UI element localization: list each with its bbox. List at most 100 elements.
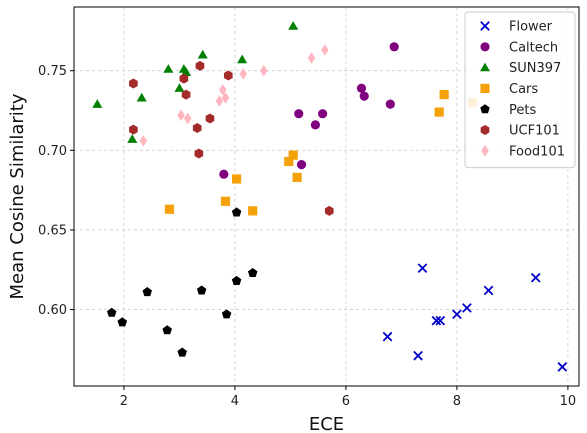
sun397-legend-marker (479, 62, 491, 72)
cars-point (248, 206, 258, 216)
caltech-point (389, 42, 399, 52)
food101-point (321, 44, 329, 56)
flower-legend-marker (480, 21, 490, 31)
food101-point (239, 68, 248, 80)
sun397-point (92, 99, 103, 108)
ucf101-point (192, 123, 202, 134)
x-tick-label: 2 (120, 394, 128, 409)
sun397-point (174, 83, 185, 92)
caltech-point (294, 109, 304, 119)
caltech-point (296, 160, 307, 170)
axis-ticks: 2 4 6 8 10 0.60 0.65 0.70 0.75 (38, 64, 576, 409)
series-sun397 (92, 21, 299, 143)
legend-entry-sun397: SUN397 (479, 61, 561, 76)
food101-point (139, 134, 148, 147)
flower-point (435, 315, 446, 326)
flower-point (382, 331, 393, 342)
ucf101-point (179, 73, 189, 84)
pets-legend-marker (480, 104, 490, 114)
sun397-point (197, 49, 208, 59)
y-tick-label: 0.75 (38, 64, 67, 79)
flower-point (417, 263, 428, 273)
caltech-point (359, 91, 369, 101)
ucf101-point (205, 113, 215, 124)
caltech-point (385, 99, 395, 109)
x-axis-title: ECE (309, 414, 344, 433)
caltech-point (219, 169, 229, 179)
sun397-point (163, 64, 174, 73)
legend-label: SUN397 (509, 61, 561, 76)
cars-point (220, 196, 231, 206)
cars-point (164, 204, 175, 214)
legend-label: Pets (509, 103, 536, 118)
food101-point (307, 52, 316, 64)
cars-point (434, 107, 444, 117)
food101-point (221, 91, 230, 104)
pets-point (162, 325, 172, 335)
plot-frame (73, 6, 580, 387)
pets-point (231, 207, 242, 217)
cars-point (284, 156, 294, 167)
legend: Flower Caltech SUN397 Cars Pets UCF101 Food101 (464, 11, 576, 169)
pets-point (106, 307, 117, 317)
legend-entry-caltech: Caltech (480, 40, 558, 55)
legend-label: Flower (509, 20, 553, 35)
x-tick-label: 6 (342, 394, 350, 409)
flower-point (483, 285, 494, 296)
ucf101-point (195, 60, 205, 71)
ucf101-point (129, 78, 138, 89)
pets-point (231, 275, 242, 285)
series-food101 (139, 44, 329, 147)
caltech-point (356, 83, 367, 93)
sun397-point (288, 21, 299, 30)
cars-point (288, 150, 298, 160)
food101-point (215, 95, 224, 107)
pets-point (177, 347, 187, 357)
legend-entry-cars: Cars (480, 82, 538, 97)
legend-entry-pets: Pets (480, 103, 536, 118)
data-points (92, 21, 568, 372)
ucf101-point (181, 89, 191, 100)
cars-point (292, 172, 302, 182)
food101-point (259, 64, 268, 77)
legend-entry-flower: Flower (480, 20, 553, 35)
sun397-point (136, 92, 147, 102)
series-pets (106, 207, 258, 357)
legend-entry-food101: Food101 (481, 144, 565, 159)
food101-point (218, 84, 227, 96)
series-flower (382, 263, 568, 372)
cars-point (231, 174, 242, 184)
flower-point (557, 362, 568, 372)
flower-point (530, 272, 541, 283)
y-tick-label: 0.70 (38, 144, 67, 159)
ucf101-point (129, 124, 138, 135)
pets-point (196, 285, 207, 295)
series-cars (164, 89, 478, 216)
pets-point (221, 309, 232, 319)
pets-point (142, 287, 153, 297)
ucf101-point (194, 148, 204, 159)
y-tick-label: 0.65 (38, 223, 67, 238)
ucf101-point (324, 205, 334, 216)
pets-point (117, 317, 128, 327)
food101-legend-marker (481, 145, 489, 157)
legend-label: Caltech (509, 40, 558, 55)
pets-point (247, 267, 258, 277)
series-ucf101 (129, 60, 334, 216)
x-tick-label: 8 (453, 394, 461, 409)
legend-label: Cars (509, 82, 538, 97)
legend-box (464, 11, 576, 169)
food101-point (177, 109, 185, 122)
sun397-point (181, 67, 192, 76)
x-tick-label: 4 (231, 394, 239, 409)
x-tick-label: 10 (560, 394, 577, 409)
flower-point (413, 350, 423, 361)
legend-label: Food101 (509, 144, 565, 159)
y-axis-title: Mean Cosine Similarity (7, 93, 28, 299)
series-caltech (219, 42, 399, 179)
sun397-point (127, 134, 138, 143)
food101-point (183, 112, 192, 125)
y-tick-label: 0.60 (38, 303, 67, 318)
cars-point (439, 89, 449, 100)
